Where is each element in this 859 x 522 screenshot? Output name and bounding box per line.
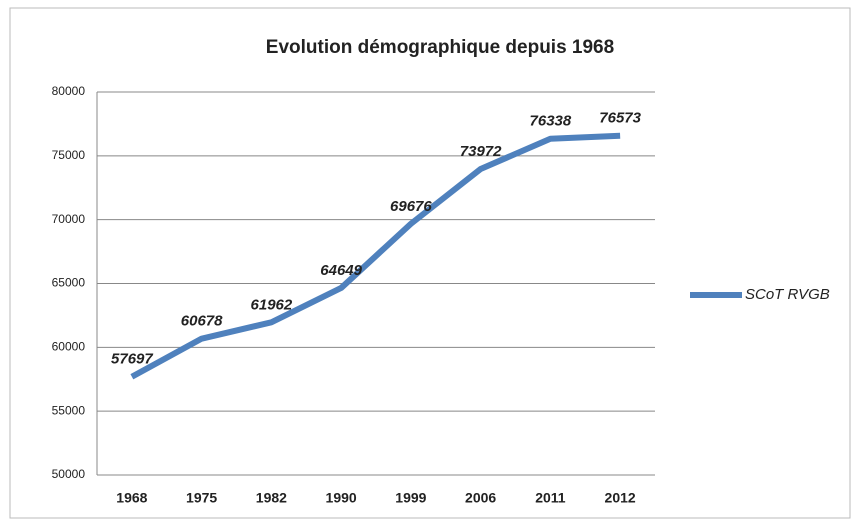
x-tick-label: 1999 — [395, 490, 426, 506]
y-tick-label: 60000 — [52, 340, 86, 354]
x-tick-label: 1990 — [326, 490, 357, 506]
x-tick-label: 1975 — [186, 490, 217, 506]
chart-title: Evolution démographique depuis 1968 — [266, 37, 614, 58]
data-label: 73972 — [460, 143, 502, 160]
y-tick-label: 80000 — [52, 84, 86, 98]
data-label: 69676 — [390, 198, 432, 215]
y-tick-label: 75000 — [52, 148, 86, 162]
x-tick-label: 2012 — [605, 490, 636, 506]
y-tick-label: 65000 — [52, 276, 86, 290]
data-label: 57697 — [111, 351, 153, 368]
data-label: 64649 — [320, 262, 362, 279]
x-tick-label: 2006 — [465, 490, 496, 506]
data-label: 76338 — [530, 113, 572, 130]
data-line — [130, 132, 621, 380]
y-tick-label: 50000 — [52, 467, 86, 481]
x-tick-label: 1982 — [256, 490, 287, 506]
x-tick-label: 1968 — [116, 490, 147, 506]
chart-frame — [9, 7, 851, 519]
y-tick-label: 55000 — [52, 403, 86, 417]
data-label: 61962 — [251, 296, 293, 313]
data-label: 76573 — [599, 110, 641, 127]
y-tick-label: 70000 — [52, 212, 86, 226]
legend-label: SCoT RVGB — [745, 286, 830, 303]
x-tick-label: 2011 — [535, 490, 566, 506]
data-label: 60678 — [181, 313, 223, 330]
